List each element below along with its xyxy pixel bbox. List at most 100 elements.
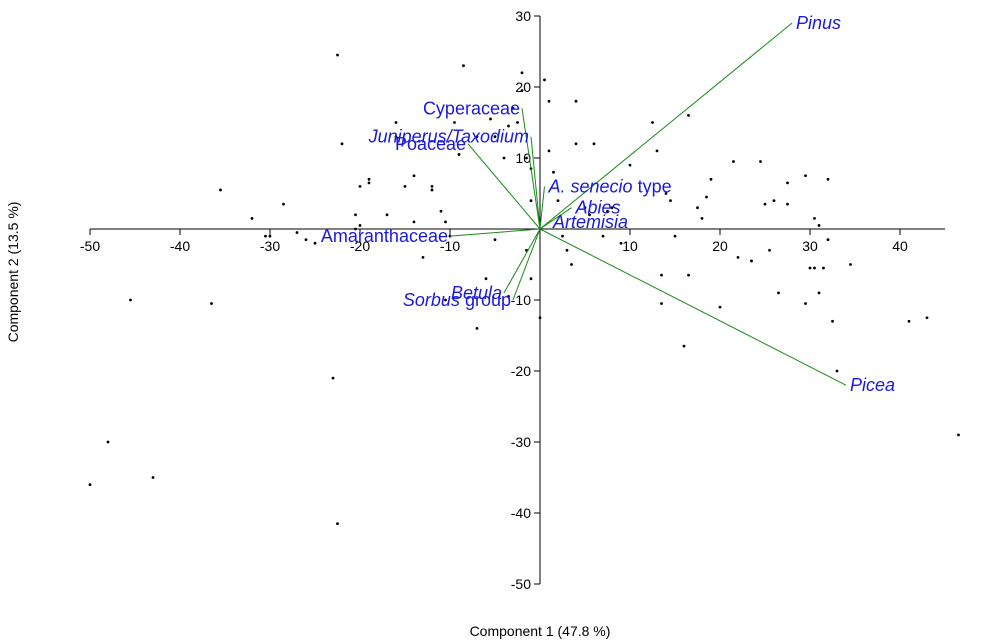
score-point bbox=[565, 248, 569, 252]
x-tick-label: 10 bbox=[622, 238, 638, 254]
x-tick-label: -50 bbox=[80, 238, 100, 254]
score-point bbox=[367, 177, 371, 181]
vector-line bbox=[512, 228, 541, 301]
score-point bbox=[705, 195, 708, 199]
loading-vectors bbox=[449, 22, 847, 386]
score-point bbox=[817, 291, 821, 295]
score-point bbox=[574, 142, 578, 146]
score-point bbox=[777, 291, 780, 295]
score-point bbox=[331, 376, 335, 380]
score-point bbox=[457, 153, 461, 156]
score-point bbox=[520, 89, 524, 92]
vector-line bbox=[539, 221, 550, 230]
vector-labels: Pinus Cyperaceae Juniperus/TaxodiumPoaceae… bbox=[321, 13, 895, 395]
y-tick-label: 20 bbox=[515, 79, 531, 95]
score-point bbox=[696, 206, 699, 210]
vector-label: Artemisia bbox=[552, 212, 628, 232]
y-tick-label: -30 bbox=[511, 434, 531, 450]
score-point bbox=[367, 181, 371, 185]
score-point bbox=[574, 99, 578, 103]
score-point bbox=[489, 117, 492, 121]
x-tick-label: -20 bbox=[350, 238, 370, 254]
score-point bbox=[430, 188, 434, 192]
x-axis-title: Component 1 (47.8 %) bbox=[470, 623, 611, 639]
score-point bbox=[826, 177, 830, 181]
score-point bbox=[462, 64, 465, 68]
score-point bbox=[520, 71, 524, 75]
score-point bbox=[822, 266, 825, 270]
vector-line bbox=[521, 108, 541, 230]
x-tick-label: -30 bbox=[260, 238, 280, 254]
score-point bbox=[628, 163, 632, 167]
score-point bbox=[772, 199, 776, 203]
score-point bbox=[826, 238, 830, 242]
score-point bbox=[808, 266, 812, 270]
score-point bbox=[412, 220, 416, 224]
score-point bbox=[354, 227, 357, 231]
score-point bbox=[394, 121, 398, 124]
score-points bbox=[88, 53, 960, 526]
score-point bbox=[804, 174, 807, 178]
score-point bbox=[763, 202, 767, 206]
y-tick-label: -20 bbox=[511, 363, 531, 379]
score-point bbox=[817, 224, 821, 227]
y-tick-label: -50 bbox=[511, 576, 531, 592]
score-point bbox=[525, 156, 528, 160]
score-point bbox=[957, 433, 960, 437]
score-point bbox=[268, 234, 272, 238]
score-point bbox=[687, 114, 690, 117]
score-point bbox=[354, 213, 357, 217]
score-point bbox=[592, 142, 596, 146]
score-point bbox=[88, 483, 92, 486]
score-point bbox=[831, 319, 834, 323]
score-point bbox=[655, 149, 659, 153]
score-point bbox=[282, 202, 285, 206]
vector-label: Abies bbox=[575, 198, 621, 218]
score-point bbox=[219, 188, 222, 192]
x-tick-label: 40 bbox=[892, 238, 908, 254]
score-point bbox=[786, 181, 789, 185]
score-point bbox=[295, 231, 299, 234]
score-point bbox=[835, 369, 839, 373]
score-point bbox=[507, 124, 510, 128]
score-point bbox=[493, 238, 497, 242]
score-point bbox=[403, 185, 407, 188]
score-point bbox=[700, 216, 704, 220]
vector-label: Pinus bbox=[796, 13, 841, 33]
score-point bbox=[732, 160, 735, 163]
vector-line bbox=[539, 186, 545, 230]
vector-label: Amaranthaceae bbox=[321, 226, 448, 246]
vector-label: Poaceae bbox=[395, 134, 466, 154]
score-point bbox=[547, 149, 551, 153]
x-tick-label: 30 bbox=[802, 238, 818, 254]
score-point bbox=[340, 142, 344, 146]
score-point bbox=[673, 234, 677, 238]
score-point bbox=[556, 199, 560, 203]
score-point bbox=[313, 241, 317, 245]
score-point bbox=[507, 295, 510, 298]
vector-label: Cyperaceae bbox=[423, 98, 520, 118]
score-point bbox=[106, 440, 110, 444]
score-point bbox=[412, 174, 416, 178]
score-point bbox=[570, 263, 573, 266]
x-tick-label: -10 bbox=[440, 238, 460, 254]
score-point bbox=[151, 476, 155, 479]
score-point bbox=[669, 199, 672, 203]
score-point bbox=[660, 302, 663, 305]
vector-line bbox=[467, 143, 541, 230]
y-tick-label: -10 bbox=[511, 292, 531, 308]
score-point bbox=[786, 202, 789, 206]
score-point bbox=[336, 522, 339, 526]
score-point bbox=[849, 263, 852, 266]
score-point bbox=[588, 213, 591, 217]
score-point bbox=[484, 277, 488, 281]
score-point bbox=[759, 160, 762, 163]
score-point bbox=[709, 177, 713, 181]
score-point bbox=[538, 316, 542, 320]
score-point bbox=[529, 277, 533, 281]
score-point bbox=[511, 106, 515, 110]
score-point bbox=[430, 185, 434, 188]
score-point bbox=[552, 170, 555, 174]
score-point bbox=[358, 224, 362, 227]
vector-label: A. senecio type bbox=[548, 176, 672, 196]
